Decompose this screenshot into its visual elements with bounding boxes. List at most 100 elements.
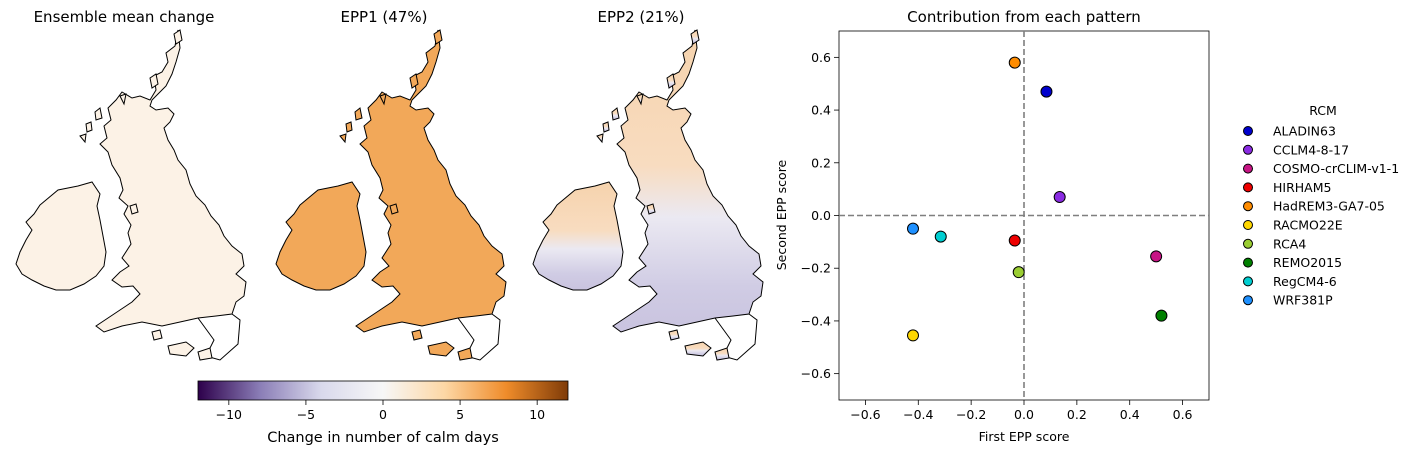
legend-marker [1243,276,1253,287]
legend-marker [1243,257,1253,268]
point-rca4 [1012,266,1025,279]
x-tick-label: 0.0 [1014,407,1034,422]
point-hadrem3-ga7-05 [1008,56,1021,69]
legend-label: HadREM3-GA7-05 [1273,199,1385,214]
point-wrf381p [907,222,919,235]
colorbar-ticks: −10 −5 0 5 10 [216,400,545,422]
y-tick-label: −0.6 [801,366,831,381]
scatter-chart: Contribution from each pattern −0.6 −0.4−… [774,8,1210,444]
ireland-shape [275,181,367,291]
coast-line [714,313,758,361]
island-shape [646,203,656,215]
island-shape [85,121,93,133]
colorbar-ramp [197,380,569,401]
legend-label: CCLM4-8-17 [1273,142,1349,157]
great-britain-shape [95,29,247,333]
x-tick-label: 0.2 [1067,407,1087,422]
island-shape [119,93,127,106]
island-shape [197,347,213,361]
map-title: EPP1 (47%) [341,8,428,26]
colorbar-tick-label: 10 [529,407,545,422]
y-axis-ticks: −0.6 −0.4 −0.2 0.0 0.2 0.4 0.6 [801,50,839,381]
island-shape [151,329,163,341]
point-aladin63 [1040,85,1053,98]
island-shape [167,341,195,357]
colorbar-tick-label: −5 [297,407,315,422]
legend-label: RegCM4-6 [1273,274,1337,289]
map-title: EPP2 (21%) [598,8,685,26]
colorbar-tick-label: 0 [379,407,387,422]
colorbar-tick-label: −10 [216,407,242,422]
legend-label: ALADIN63 [1273,124,1336,139]
x-axis-label: First EPP score [979,429,1070,444]
point-regcm4-6 [934,230,947,243]
chart-title: Contribution from each pattern [907,8,1141,26]
legend-label: HIRHAM5 [1273,180,1331,195]
map-panel-ensemble-mean: Ensemble mean change [15,8,247,361]
y-tick-label: 0.4 [811,103,831,118]
reference-lines [839,31,1209,400]
x-tick-label: −0.4 [903,407,933,422]
x-tick-label: −0.2 [956,407,986,422]
legend-marker [1243,295,1253,306]
island-shape [173,29,183,45]
y-tick-label: 0.2 [811,155,831,170]
legend-items: ALADIN63 CCLM4-8-17 COSMO-crCLIM-v1-1 HIRHA… [1243,124,1399,308]
x-tick-label: −0.6 [850,407,880,422]
island-shape [433,29,443,45]
island-shape [354,107,363,121]
ireland-shape [532,181,624,291]
legend-label: RACMO22E [1273,218,1343,233]
point-cclm4-8-17 [1053,191,1066,204]
island-shape [409,73,419,89]
island-shape [79,133,87,144]
legend-label: REMO2015 [1273,255,1342,270]
x-tick-label: 0.4 [1120,407,1140,422]
island-shape [602,121,610,133]
x-tick-label: 0.6 [1173,407,1193,422]
y-tick-label: 0.0 [811,208,831,223]
island-shape [345,121,353,133]
x-axis-ticks: −0.6 −0.4 −0.2 0.0 0.2 0.4 0.6 [850,400,1193,422]
point-remo2015 [1155,309,1168,322]
point-racmo22e [907,329,919,342]
map-title: Ensemble mean change [34,8,215,26]
island-shape [411,329,423,341]
colorbar: −10 −5 0 5 10 Change in number of calm days [197,380,569,446]
legend-label: WRF381P [1273,293,1333,308]
y-tick-label: −0.4 [801,313,831,328]
legend: RCM ALADIN63 CCLM4-8-17 COSMO-crCLIM-v1-1 H… [1243,103,1399,308]
ireland-shape [15,181,107,291]
great-britain-shape [612,29,764,333]
legend-marker [1243,182,1253,193]
island-shape [149,73,159,89]
map-panel-epp2: EPP2 (21%) [532,8,764,361]
island-shape [596,133,604,144]
island-shape [690,29,700,45]
island-shape [339,133,347,144]
legend-marker [1243,220,1253,230]
legend-marker [1243,201,1253,212]
island-shape [389,203,399,215]
island-shape [636,93,644,106]
legend-label: COSMO-crCLIM-v1-1 [1273,161,1399,176]
legend-marker [1243,144,1253,155]
island-shape [668,329,680,341]
legend-marker [1243,238,1253,249]
island-shape [427,341,455,357]
island-shape [666,73,676,89]
point-cosmo-crclim-v1-1 [1150,250,1163,263]
y-tick-label: −0.2 [801,261,831,276]
colorbar-label: Change in number of calm days [267,430,499,446]
map-panel-epp1: EPP1 (47%) [275,8,507,361]
point-hirham5 [1008,234,1021,247]
island-shape [379,93,387,106]
island-shape [94,107,103,121]
data-points [907,56,1168,342]
coast-line [197,313,241,361]
great-britain-shape [355,29,507,333]
legend-marker [1243,126,1253,136]
island-shape [714,347,730,361]
colorbar-tick-label: 5 [456,407,464,422]
